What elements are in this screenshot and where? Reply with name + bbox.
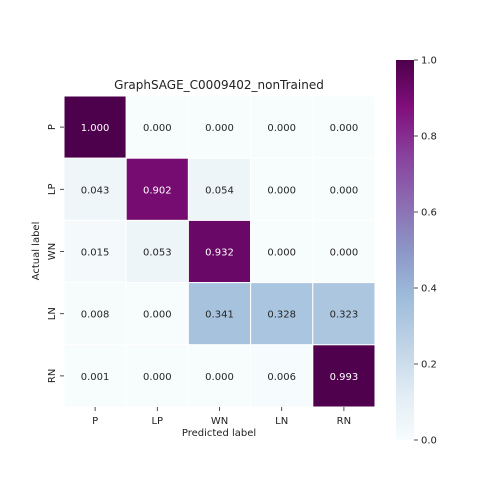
x-tick-label: LP: [151, 416, 163, 427]
cell-value-label: 0.000: [330, 248, 359, 259]
cell-value-label: 0.015: [81, 248, 110, 259]
cell-value-label: 0.341: [205, 310, 234, 321]
cell-value-label: 0.902: [143, 185, 172, 196]
heatmap-cell: [250, 282, 314, 346]
colorbar-tick-label: 0.0: [421, 436, 437, 447]
cell-value-label: 0.054: [205, 185, 234, 196]
x-axis-label: Predicted label: [182, 428, 256, 439]
cell-value-label: 0.000: [267, 248, 296, 259]
heatmap-cell: [312, 282, 376, 346]
heatmap-cell: [187, 95, 252, 159]
chart-title: GraphSAGE_C0009402_nonTrained: [114, 78, 324, 92]
x-axis-ticks: P LP WN LN RN: [92, 407, 351, 427]
cell-value-label: 0.932: [205, 248, 234, 259]
cell-value-label: 0.000: [205, 372, 234, 383]
cell-value-label: 0.000: [267, 185, 296, 196]
heatmap-cell: [125, 344, 189, 408]
colorbar-ticks: 0.0 0.2 0.4 0.6 0.8 1.0: [414, 56, 437, 447]
colorbar-tick-label: 0.4: [421, 284, 437, 295]
cell-value-label: 0.006: [267, 372, 296, 383]
cell-value-label: 0.008: [81, 310, 110, 321]
cell-value-label: 0.053: [143, 248, 172, 259]
heatmap-cell: [187, 282, 252, 346]
cell-value-label: 0.000: [330, 185, 359, 196]
heatmap-cell: [187, 157, 252, 221]
colorbar-tick-label: 0.6: [421, 208, 437, 219]
y-tick-label: WN: [47, 243, 58, 260]
x-tick-label: LN: [275, 416, 288, 427]
x-tick-label: P: [92, 416, 98, 427]
y-tick-label: RN: [47, 369, 58, 383]
heatmap-cell: [125, 95, 189, 159]
heatmap-cell: [125, 282, 189, 346]
heatmap-cell: [125, 219, 189, 284]
colorbar-tick-label: 0.8: [421, 132, 437, 143]
x-tick-label: RN: [337, 416, 351, 427]
heatmap-cell: [312, 344, 376, 408]
cell-value-label: 0.323: [330, 310, 359, 321]
heatmap-cell: [250, 219, 314, 284]
cell-value-label: 0.000: [205, 123, 234, 134]
y-axis-label: Actual label: [31, 222, 42, 281]
colorbar: [396, 60, 414, 440]
heatmap-cell: [187, 344, 252, 408]
heatmap-cell: [312, 157, 376, 221]
y-tick-label: LN: [47, 307, 58, 320]
cell-value-label: 0.000: [330, 123, 359, 134]
cell-value-label: 0.001: [81, 372, 110, 383]
heatmap-cell: [63, 344, 127, 408]
cell-value-label: 0.993: [330, 372, 359, 383]
cell-value-label: 1.000: [81, 123, 110, 134]
heatmap-cell: [250, 95, 314, 159]
y-tick-label: LP: [47, 183, 58, 195]
cell-value-label: 0.000: [143, 372, 172, 383]
cell-value-label: 0.043: [81, 185, 110, 196]
cell-value-label: 0.000: [143, 123, 172, 134]
cell-value-label: 0.000: [143, 310, 172, 321]
x-tick-label: WN: [211, 416, 228, 427]
heatmap-cells: 1.000 0.000 0.000 0.000 0.000 0.043 0.902 0.054…: [63, 95, 376, 408]
heatmap-cell: [63, 95, 127, 159]
colorbar-tick-label: 0.2: [421, 360, 437, 371]
cell-value-label: 0.328: [267, 310, 296, 321]
cell-value-label: 0.000: [267, 123, 296, 134]
colorbar-tick-label: 1.0: [421, 56, 437, 67]
y-tick-label: P: [47, 124, 58, 130]
y-axis-ticks: P LP WN LN RN: [47, 124, 64, 383]
